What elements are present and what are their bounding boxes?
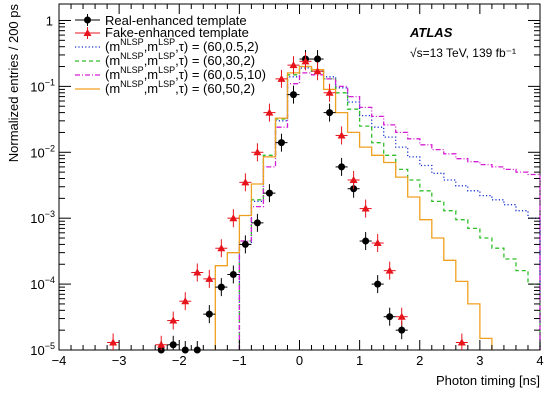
data-point-fake [227, 209, 240, 228]
legend-label-signal-3: (mNLSP,mLSP,τ) = (60,0.5,10) [105, 65, 266, 82]
data-point-fake [239, 173, 252, 192]
data-point-fake [203, 269, 216, 288]
y-tick-label: 10−3 [30, 209, 55, 226]
y-tick-label: 10−2 [30, 143, 55, 160]
x-tick-label: 2 [416, 353, 423, 368]
data-point-real [323, 103, 336, 122]
data-point-fake [263, 103, 276, 122]
data-point-fake [155, 335, 168, 350]
data-point-fake [335, 126, 348, 145]
energy-lumi-label: √s=13 TeV, 139 fb⁻¹ [410, 46, 516, 60]
data-point-real [167, 335, 180, 350]
data-point-fake [251, 143, 264, 162]
x-tick-label: −1 [232, 353, 247, 368]
x-axis-label: Photon timing [ns] [436, 373, 540, 388]
legend-label-signal-1: (mNLSP,mLSP,τ) = (60,0.5,2) [105, 37, 259, 54]
x-tick-label: 3 [476, 353, 483, 368]
data-point-fake [347, 170, 360, 189]
ticks-layer: −4 −3 −2 −1 0 1 2 3 410−510−410−310−210−11 [30, 4, 544, 368]
data-point-fake [383, 261, 396, 280]
data-point-fake [359, 199, 372, 218]
data-point-real [179, 341, 192, 354]
data-point-fake [275, 69, 288, 88]
legend-entry-fake: Fake-enhanced template [75, 25, 249, 40]
data-point-real [263, 184, 276, 203]
data-point-real [287, 85, 300, 104]
data-point-real [371, 275, 384, 294]
data-point-fake [191, 263, 204, 282]
data-point-real [335, 157, 348, 176]
data-point-real [227, 265, 240, 284]
legend-marker-fake [83, 29, 92, 36]
x-tick-label: −2 [172, 353, 187, 368]
legend-entry-real: Real-enhanced template [75, 13, 247, 28]
legend-label-fake: Fake-enhanced template [105, 25, 249, 40]
data-point-fake [455, 333, 468, 350]
y-tick-label: 10−1 [30, 77, 55, 94]
data-point-fake [311, 62, 324, 81]
data-point-fake [371, 234, 384, 253]
legend-label-signal-4: (mNLSP,mLSP,τ) = (60,50,2) [105, 79, 255, 96]
data-point-fake [215, 239, 228, 258]
series-line-4 [214, 65, 493, 350]
data-point-fake [395, 307, 408, 326]
points-layer [107, 50, 468, 354]
data-point-fake [167, 311, 180, 330]
data-point-real [383, 307, 396, 326]
data-point-fake [179, 292, 192, 311]
x-tick-label: −3 [112, 353, 127, 368]
y-tick-label: 10−4 [30, 275, 55, 292]
legend-entry-signal-1: (mNLSP,mLSP,τ) = (60,0.5,2) [75, 37, 259, 54]
series-line-1 [238, 67, 541, 350]
legend-entry-signal-4: (mNLSP,mLSP,τ) = (60,50,2) [75, 79, 255, 96]
data-point-real [275, 133, 288, 152]
data-point-real [359, 232, 372, 251]
data-point-fake [107, 333, 120, 350]
data-point-fake [299, 52, 312, 71]
legend-label-real: Real-enhanced template [105, 13, 247, 28]
atlas-label: ATLAS [409, 25, 453, 40]
data-point-real [203, 305, 216, 324]
y-tick-label: 1 [46, 13, 53, 28]
data-point-real [239, 235, 252, 254]
data-point-real [215, 278, 228, 297]
x-tick-label: −4 [52, 353, 67, 368]
data-point-real [251, 213, 264, 232]
legend-entry-signal-3: (mNLSP,mLSP,τ) = (60,0.5,10) [75, 65, 266, 82]
legend: Real-enhanced template Fake-enhanced tem… [75, 13, 266, 96]
data-point-fake [323, 83, 336, 102]
x-tick-label: 1 [356, 353, 363, 368]
series-line-2 [238, 65, 541, 350]
x-tick-label: 0 [296, 353, 303, 368]
y-axis-label: Normalized entries / 200 ps [6, 4, 21, 163]
x-tick-label: 4 [536, 353, 543, 368]
data-point-real [191, 341, 204, 354]
data-point-fake [287, 56, 300, 75]
legend-marker-real [84, 16, 91, 24]
histogram-layer [214, 65, 541, 350]
